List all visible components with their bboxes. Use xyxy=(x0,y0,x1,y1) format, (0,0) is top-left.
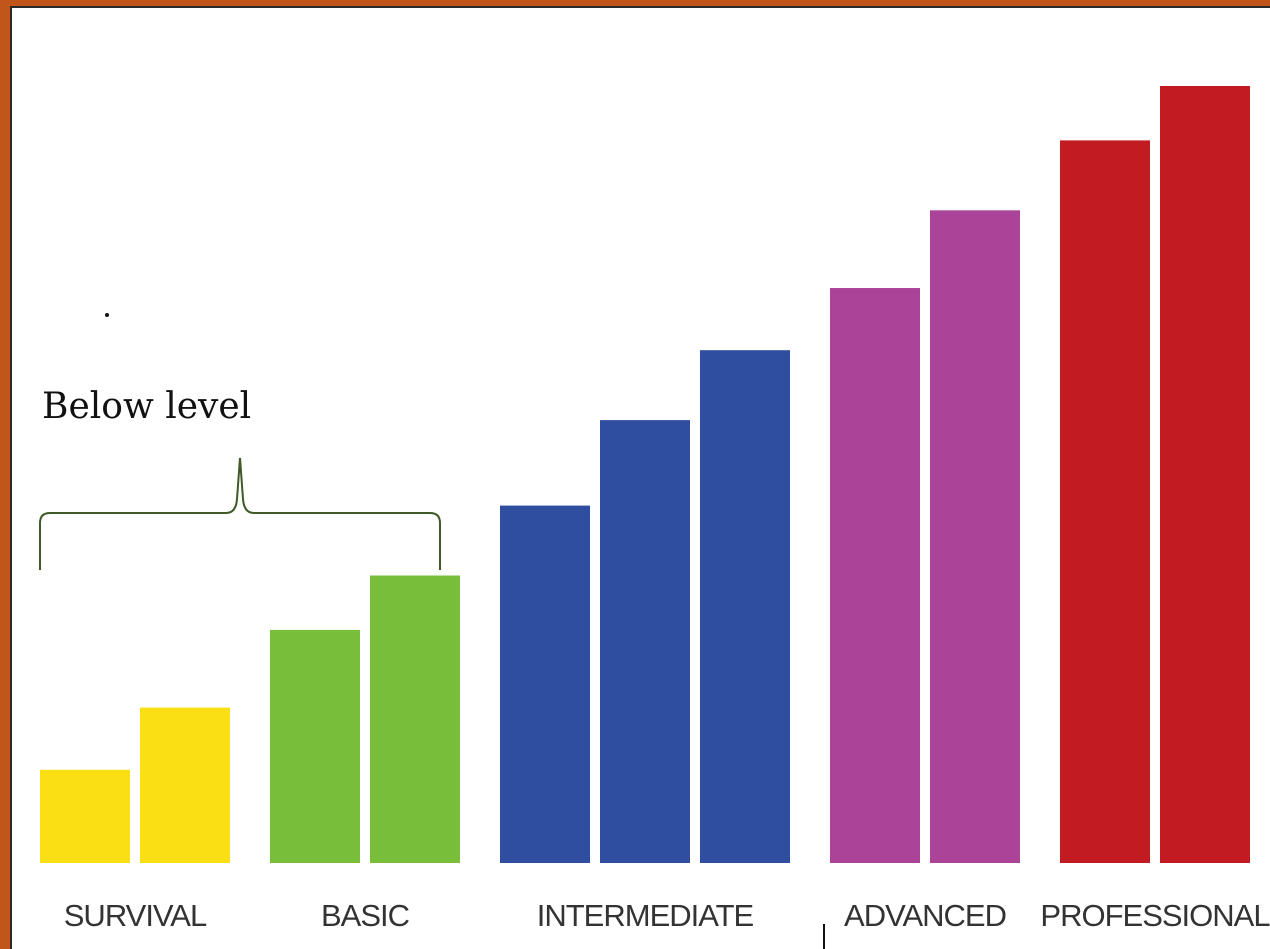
bar-intermediate-3 xyxy=(700,350,790,863)
category-label-survival: SURVIVAL xyxy=(64,898,207,933)
stray-dot xyxy=(105,313,109,317)
category-label-basic: BASIC xyxy=(321,898,410,933)
bar-professional-1 xyxy=(1060,140,1150,863)
category-label-professional: PROFESSIONAL xyxy=(1040,898,1270,933)
annotation-label: Below level xyxy=(42,386,251,427)
category-labels: SURVIVAL BASIC INTERMEDIATE ADVANCED PROFESS… xyxy=(64,898,1270,933)
bars-layer xyxy=(40,86,1250,863)
bar-basic-1 xyxy=(270,629,360,863)
bar-survival-1 xyxy=(40,769,130,863)
category-label-advanced: ADVANCED xyxy=(844,898,1006,933)
bar-professional-2 xyxy=(1160,86,1250,863)
bar-advanced-2 xyxy=(930,210,1020,863)
bracket-brace xyxy=(39,457,441,570)
bar-intermediate-1 xyxy=(500,505,590,863)
category-label-intermediate: INTERMEDIATE xyxy=(537,898,754,933)
bar-intermediate-2 xyxy=(600,420,690,863)
level-bar-chart: SURVIVAL BASIC INTERMEDIATE ADVANCED PROFESS… xyxy=(39,86,1270,949)
chart-frame: SURVIVAL BASIC INTERMEDIATE ADVANCED PROFESS… xyxy=(10,6,1270,949)
bar-basic-2 xyxy=(370,575,460,863)
annotation: Below level xyxy=(39,386,441,570)
bar-survival-2 xyxy=(140,707,230,863)
bar-advanced-1 xyxy=(830,288,920,863)
